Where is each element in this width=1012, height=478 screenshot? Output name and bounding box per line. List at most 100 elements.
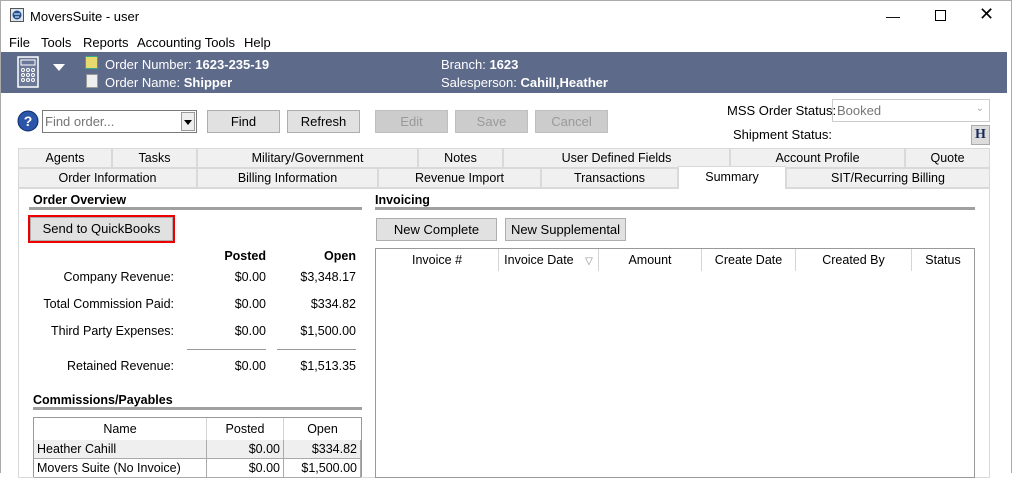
tab-summary[interactable]: Summary [678, 166, 786, 189]
refresh-button[interactable]: Refresh [287, 110, 360, 133]
find-order-combobox[interactable] [42, 110, 197, 133]
mss-order-status-value: Booked [837, 103, 882, 118]
menu-accounting-tools[interactable]: Accounting Tools [137, 35, 236, 50]
find-order-input[interactable] [43, 111, 173, 131]
mss-order-status-select[interactable]: Booked ⌄ [832, 99, 990, 122]
shipment-status-label: Shipment Status: [733, 127, 832, 142]
overview-row-label: Retained Revenue: [66, 359, 174, 373]
calculator-icon[interactable] [17, 56, 39, 88]
salesperson-value: Cahill,Heather [520, 75, 608, 90]
invoices-table: Invoice # Invoice Date ▽ Amount Create D… [375, 248, 975, 478]
commissions-title: Commissions/Payables [33, 393, 173, 407]
col-open-header: Open [324, 249, 356, 263]
order-number-value: 1623-235-19 [195, 57, 270, 72]
tab-billing-information[interactable]: Billing Information [197, 168, 378, 188]
chevron-down-icon: ⌄ [975, 103, 984, 114]
overview-row-posted: $0.00 [234, 324, 266, 338]
chevron-down-icon[interactable] [53, 64, 65, 71]
chevron-down-icon [184, 120, 192, 125]
tab-sit-recurring-billing[interactable]: SIT/Recurring Billing [786, 168, 990, 188]
column-header-open[interactable]: Open [307, 422, 338, 436]
sort-icon: ▽ [585, 256, 593, 267]
table-cell: $0.00 [207, 440, 284, 459]
mss-order-status-label: MSS Order Status: [727, 103, 837, 118]
minimize-button[interactable]: — [886, 8, 900, 24]
order-number-icon [85, 56, 98, 69]
overview-row-open: $334.82 [310, 297, 356, 311]
column-header-invoice-number[interactable]: Invoice # [376, 249, 499, 271]
order-name-value: Shipper [183, 75, 233, 90]
table-row[interactable]: Heather Cahill $0.00 $334.82 [34, 440, 361, 459]
overview-row-label: Third Party Expenses: [51, 324, 174, 338]
maximize-button[interactable] [935, 10, 946, 21]
table-cell: Heather Cahill [34, 440, 207, 459]
cancel-button[interactable]: Cancel [535, 110, 608, 133]
find-button[interactable]: Find [207, 110, 280, 133]
overview-row-label: Company Revenue: [63, 270, 174, 284]
help-icon[interactable]: ? [17, 110, 39, 132]
divider [187, 349, 266, 350]
overview-row-open: $1,513.35 [300, 359, 356, 373]
order-name-label: Order Name: [105, 75, 181, 90]
branch-label: Branch: [441, 57, 486, 72]
overview-row-label: Total Commission Paid: [43, 297, 174, 311]
col-posted-header: Posted [224, 249, 266, 263]
column-header-name[interactable]: Name [34, 418, 207, 440]
tab-military-government[interactable]: Military/Government [197, 148, 418, 168]
invoice-date-label: Invoice Date [504, 253, 574, 267]
column-header-created-by[interactable]: Created By [796, 249, 912, 271]
column-header-invoice-date[interactable]: Invoice Date ▽ [499, 249, 599, 271]
branch-value: 1623 [489, 57, 519, 72]
new-supplemental-button[interactable]: New Supplemental [505, 218, 626, 241]
new-complete-button[interactable]: New Complete [376, 218, 497, 241]
tab-account-profile[interactable]: Account Profile [730, 148, 905, 168]
tab-user-defined-fields[interactable]: User Defined Fields [503, 148, 730, 168]
overview-row-open: $3,348.17 [300, 270, 356, 284]
window-title: MoversSuite - user [30, 9, 140, 24]
order-name-icon [86, 74, 98, 88]
invoicing-title: Invoicing [375, 193, 430, 207]
edit-button[interactable]: Edit [375, 110, 448, 133]
overview-row-open: $1,500.00 [300, 324, 356, 338]
divider [375, 207, 975, 210]
column-header-posted[interactable]: Posted [207, 418, 284, 440]
table-row[interactable]: Movers Suite (No Invoice) $0.00 $1,500.00 [34, 459, 361, 478]
tab-transactions[interactable]: Transactions [541, 168, 678, 188]
order-overview-title: Order Overview [33, 193, 127, 207]
column-header-status[interactable]: Status [925, 253, 961, 267]
divider [277, 349, 356, 350]
tab-quote[interactable]: Quote [905, 148, 990, 168]
menu-tools[interactable]: Tools [41, 35, 72, 50]
table-cell: $1,500.00 [284, 459, 361, 478]
dropdown-button[interactable] [181, 112, 195, 131]
close-button[interactable]: ✕ [979, 4, 995, 24]
menu-reports[interactable]: Reports [83, 35, 129, 50]
menu-file[interactable]: File [9, 35, 30, 50]
commissions-table: Name Posted Open Heather Cahill $0.00 $334… [33, 417, 362, 478]
summary-panel [18, 188, 990, 478]
salesperson-label: Salesperson: [441, 75, 517, 90]
app-globe-icon [10, 8, 24, 22]
tab-notes[interactable]: Notes [418, 148, 503, 168]
tab-tasks[interactable]: Tasks [112, 148, 197, 168]
h-button[interactable]: H [971, 125, 990, 145]
tab-revenue-import[interactable]: Revenue Import [378, 168, 541, 188]
divider [29, 207, 362, 210]
order-header: Order Number: 1623-235-19 Order Name: Sh… [1, 52, 1007, 93]
column-header-amount[interactable]: Amount [599, 249, 702, 271]
divider [33, 407, 362, 410]
svg-text:?: ? [24, 113, 33, 129]
tab-order-information[interactable]: Order Information [18, 168, 197, 188]
overview-row-posted: $0.00 [234, 297, 266, 311]
overview-row-posted: $0.00 [234, 359, 266, 373]
save-button[interactable]: Save [455, 110, 528, 133]
overview-row-posted: $0.00 [234, 270, 266, 284]
order-number-label: Order Number: [105, 57, 192, 72]
send-to-quickbooks-button[interactable]: Send to QuickBooks [30, 217, 173, 241]
highlight-box [28, 215, 175, 243]
menu-help[interactable]: Help [244, 35, 271, 50]
table-cell: $334.82 [284, 440, 361, 459]
table-cell: Movers Suite (No Invoice) [34, 459, 207, 478]
column-header-create-date[interactable]: Create Date [702, 249, 796, 271]
tab-agents[interactable]: Agents [18, 148, 112, 168]
